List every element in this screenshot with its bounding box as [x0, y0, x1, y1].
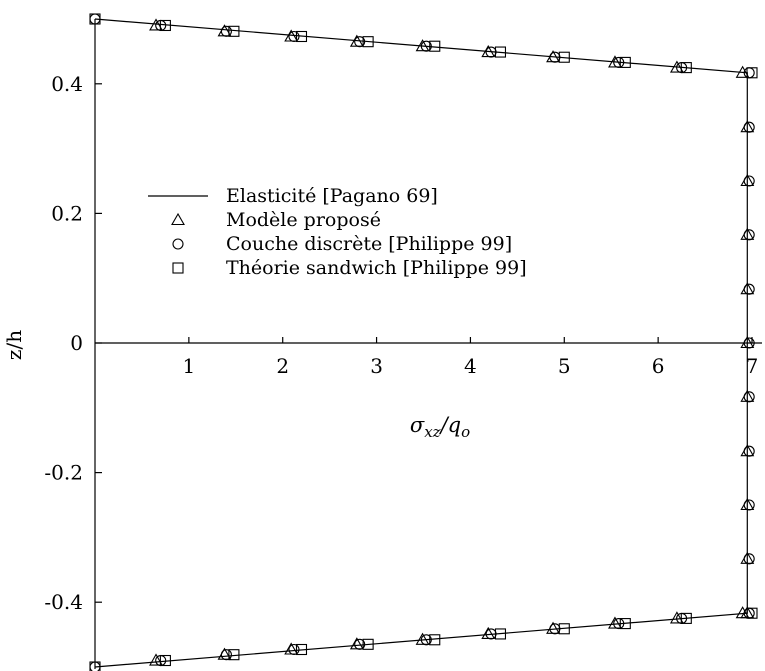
series-3-square-point-6	[494, 46, 507, 58]
series-2-circle-point-15	[743, 337, 755, 349]
y-tick-label-0.2: 0.2	[51, 201, 83, 225]
series-2-circle-point-26	[354, 638, 366, 650]
legend-item-0: Elasticité [Pagano 69]	[148, 185, 438, 207]
series-3-square-point-17	[362, 638, 374, 650]
series-3-square-point-5	[429, 40, 441, 52]
series-2-circle-point-18	[743, 499, 755, 511]
series-3-square-point-8	[619, 56, 631, 68]
series-3-square-point-20	[159, 654, 171, 667]
series-3-square-point-12	[680, 612, 692, 624]
series-3-square-point-15	[494, 628, 507, 640]
legend-label-2: Couche discrète [Philippe 99]	[226, 233, 512, 255]
series-3-square-point-13	[619, 618, 631, 630]
series-2-circle-point-25	[420, 634, 432, 646]
series-2-circle-point-23	[549, 623, 561, 635]
series-1-triangle-point-22	[608, 616, 622, 629]
legend-label-3: Théorie sandwich [Philippe 99]	[226, 257, 527, 279]
y-axis-title: z/h	[2, 330, 26, 360]
series-3-square-point-10	[746, 67, 758, 79]
series-2-circle-point-11	[743, 121, 755, 133]
series-3-square-point-16	[429, 634, 441, 646]
series-2-circle-point-8	[613, 56, 625, 68]
series-3-square-point-1	[159, 19, 171, 32]
x-tick-label-3: 3	[370, 354, 383, 378]
series-2-circle-point-13	[743, 229, 755, 241]
y-tick-label-0.4: 0.4	[51, 72, 83, 96]
series-3-square-point-19	[228, 649, 240, 661]
x-tick-label-4: 4	[464, 354, 477, 378]
series-3-square-point-18	[295, 643, 308, 656]
series-2-circle-point-28	[220, 649, 232, 661]
series-3-square-point-2	[228, 25, 240, 37]
series-2-circle-point-12	[743, 175, 755, 187]
x-tick-label-7: 7	[746, 354, 759, 378]
series-2-circle-point-5	[420, 40, 432, 52]
series-1-triangle-point-7	[608, 55, 622, 68]
y-tick-label--0.4: -0.4	[44, 590, 83, 614]
legend-square-symbol	[172, 262, 184, 274]
series-1-triangle-point-9	[735, 65, 750, 78]
legend-item-1: Modèle proposé	[171, 209, 381, 231]
series-2-circle-point-17	[743, 445, 755, 457]
series-3-square-point-21	[89, 661, 101, 671]
series-3-square-point-9	[680, 62, 692, 74]
legend: Elasticité [Pagano 69]Modèle proposéCouc…	[148, 185, 527, 279]
series-3-square-point-3	[295, 30, 308, 43]
series-3-square-point-4	[362, 36, 374, 48]
series-2-circle-point-3	[288, 30, 300, 43]
series-3-square-point-11	[746, 607, 758, 619]
legend-triangle-symbol	[171, 212, 185, 226]
series-1-triangle-point-4	[415, 39, 430, 52]
series-1-triangle-point-0	[149, 18, 163, 31]
x-axis-title: σxz/qo	[410, 413, 470, 441]
series-markers	[89, 13, 758, 671]
x-tick-label-1: 1	[182, 354, 195, 378]
y-tick-label--0.2: -0.2	[44, 461, 83, 485]
series-2-circle-point-24	[485, 628, 497, 640]
series-2-circle-point-27	[288, 643, 300, 656]
series-2-circle-point-7	[549, 51, 561, 63]
y-ticks: 0.4 0.2 0 -0.2 -0.4	[44, 72, 102, 614]
series-2-circle-point-16	[743, 391, 755, 403]
x-tick-label-6: 6	[652, 354, 665, 378]
series-1-triangle-point-25	[415, 632, 430, 645]
series-2-circle-point-22	[613, 618, 625, 630]
axes: 1 2 3 4 5 6 7 0.4 0.2 0 -0.2 -0.4	[44, 19, 762, 669]
y-tick-label-0: 0	[70, 331, 83, 355]
legend-circle-symbol	[172, 238, 184, 250]
series-3-square-point-0	[89, 13, 101, 25]
series-2-circle-point-19	[743, 553, 755, 565]
series-2-circle-point-4	[354, 36, 366, 48]
series-1-triangle-point-29	[149, 653, 163, 666]
series-3-square-point-7	[558, 51, 570, 63]
series-3-square-point-14	[558, 623, 570, 635]
series-1-triangle-point-21	[669, 611, 684, 624]
series-1-triangle-point-8	[669, 60, 684, 73]
series-2-circle-point-2	[220, 25, 232, 37]
series-2-circle-point-6	[485, 46, 497, 58]
legend-item-3: Théorie sandwich [Philippe 99]	[172, 257, 527, 279]
x-ticks: 1 2 3 4 5 6 7	[182, 337, 758, 378]
legend-label-1: Modèle proposé	[226, 209, 381, 231]
x-tick-label-2: 2	[276, 354, 289, 378]
legend-item-2: Couche discrète [Philippe 99]	[172, 233, 512, 255]
series-1-triangle-point-20	[735, 606, 750, 619]
legend-label-0: Elasticité [Pagano 69]	[226, 185, 438, 207]
x-tick-label-5: 5	[558, 354, 571, 378]
series-2-circle-point-14	[743, 283, 755, 295]
